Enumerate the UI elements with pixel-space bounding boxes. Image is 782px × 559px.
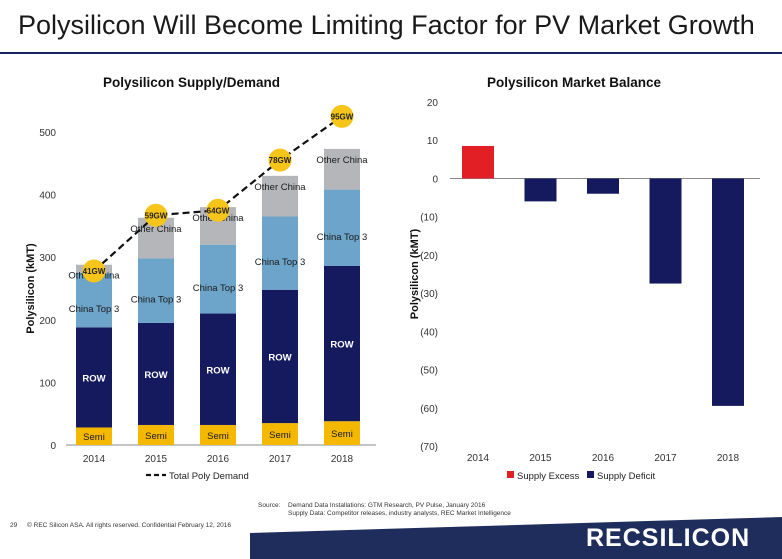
footer-left: 29 © REC Silicon ASA. All rights reserve… <box>10 522 231 529</box>
segment-label: ROW <box>268 352 291 363</box>
y-tick-label-3: (10) <box>420 213 438 224</box>
bar-segment <box>138 258 174 323</box>
bar-segment <box>262 423 298 445</box>
bar-segment <box>138 424 174 445</box>
segment-label: Other China <box>130 224 182 235</box>
x-tick-label-1: 2015 <box>529 453 552 464</box>
y-tick-label-8: (60) <box>420 404 438 415</box>
title-divider <box>0 52 782 54</box>
segment-label: Semi <box>207 431 229 442</box>
source-line-2: Supply Data: Competitor releases, indust… <box>288 510 511 517</box>
segment-label: ROW <box>82 373 105 384</box>
supply-demand-chart: 0 100 200 300 400 500 Polysilicon (kMT) Semi ROW… <box>25 104 376 482</box>
y-tick-label-9: (70) <box>420 442 438 453</box>
demand-label: 59GW <box>145 211 168 220</box>
source-line-1: Demand Data Installations: GTM Research,… <box>288 502 486 509</box>
legend-label: Supply Deficit <box>597 471 655 482</box>
x-tick-label-0: 2014 <box>83 454 106 465</box>
y-tick-label-7: (50) <box>420 366 438 377</box>
bar-segment <box>200 244 236 314</box>
y-tick-label-2: 200 <box>39 316 56 327</box>
left-chart-title: Polysilicon Supply/Demand <box>103 75 281 90</box>
balance-bar <box>524 178 557 202</box>
segment-label: Semi <box>145 431 167 442</box>
balance-bar <box>712 178 744 406</box>
page-title: Polysilicon Will Become Limiting Factor … <box>18 10 755 40</box>
legend-label: Supply Excess <box>517 471 580 482</box>
y-tick-label-6: (40) <box>420 327 438 338</box>
bar-segment <box>262 175 298 217</box>
x-tick-label-0: 2014 <box>467 453 490 464</box>
demand-marker <box>144 203 168 227</box>
demand-marker <box>206 198 230 222</box>
bar-segment <box>138 322 174 425</box>
balance-bar <box>462 145 494 179</box>
y-tick-label-5: 500 <box>39 128 56 139</box>
demand-marker <box>330 104 354 128</box>
segment-label: Other China <box>316 155 368 166</box>
segment-label: China Top 3 <box>255 257 306 268</box>
page-number: 29 <box>10 522 18 529</box>
bar-segment <box>200 424 236 445</box>
right-chart-title: Polysilicon Market Balance <box>487 75 662 90</box>
segment-label: Semi <box>269 430 291 441</box>
x-tick-label-3: 2017 <box>654 453 677 464</box>
segment-label: China Top 3 <box>193 283 244 294</box>
segment-label: China Top 3 <box>131 295 182 306</box>
y-tick-label-5: (30) <box>420 289 438 300</box>
y-tick-label-1: 10 <box>427 136 439 147</box>
balance-bar <box>587 178 619 194</box>
y-tick-label-0: 0 <box>50 441 56 452</box>
demand-label: 95GW <box>331 112 354 121</box>
legend-swatch <box>507 471 514 478</box>
x-tick-label-4: 2018 <box>331 454 354 465</box>
x-tick-label-1: 2015 <box>145 454 168 465</box>
balance-bar <box>649 178 682 284</box>
y-axis-label: Polysilicon (kMT) <box>25 243 37 334</box>
legend-swatch <box>587 471 594 478</box>
demand-label: 41GW <box>83 267 106 276</box>
bar-segment <box>200 313 236 425</box>
y-tick-label-4: (20) <box>420 251 438 262</box>
x-tick-label-4: 2018 <box>717 453 740 464</box>
x-tick-label-2: 2016 <box>207 454 230 465</box>
segment-label: China Top 3 <box>69 304 120 315</box>
bar-segment <box>324 421 360 445</box>
bar-segment <box>324 148 360 190</box>
bar-segment <box>262 216 298 290</box>
x-tick-label-2: 2016 <box>592 453 615 464</box>
segment-label: ROW <box>144 370 167 381</box>
y-tick-label-3: 300 <box>39 253 56 264</box>
segment-label: Other China <box>254 182 306 193</box>
segment-label: ROW <box>206 365 229 376</box>
y-tick-label-2: 0 <box>432 174 438 185</box>
y-tick-label-0: 20 <box>427 98 439 109</box>
segment-label: Semi <box>331 429 353 440</box>
bar-segment <box>324 265 360 422</box>
bar-segment <box>76 327 112 428</box>
demand-label: 78GW <box>269 156 292 165</box>
copyright: © REC Silicon ASA. All rights reserved. … <box>27 522 176 529</box>
bar-segment <box>76 427 112 445</box>
segment-label: Semi <box>83 432 105 443</box>
demand-marker <box>82 259 106 283</box>
source-label: Source: <box>258 502 281 509</box>
demand-marker <box>268 148 292 172</box>
demand-label: 64GW <box>207 206 230 215</box>
y-tick-label-4: 400 <box>39 191 56 202</box>
x-tick-label-3: 2017 <box>269 454 292 465</box>
bar-segment <box>324 189 360 266</box>
rec-silicon-logo: RECSILICON <box>586 524 751 552</box>
y-axis-label: Polysilicon (kMT) <box>409 228 421 319</box>
legend-demand-label: Total Poly Demand <box>169 471 249 482</box>
bar-segment <box>262 289 298 424</box>
footer-date: February 12, 2016 <box>177 522 231 529</box>
segment-label: China Top 3 <box>317 232 368 243</box>
footer-band <box>250 517 782 559</box>
y-tick-label-1: 100 <box>39 378 56 389</box>
segment-label: ROW <box>330 340 353 351</box>
market-balance-chart: 20 10 0 (10) (20) (30) (40) (50) (60) (70) Polysil… <box>409 98 760 482</box>
